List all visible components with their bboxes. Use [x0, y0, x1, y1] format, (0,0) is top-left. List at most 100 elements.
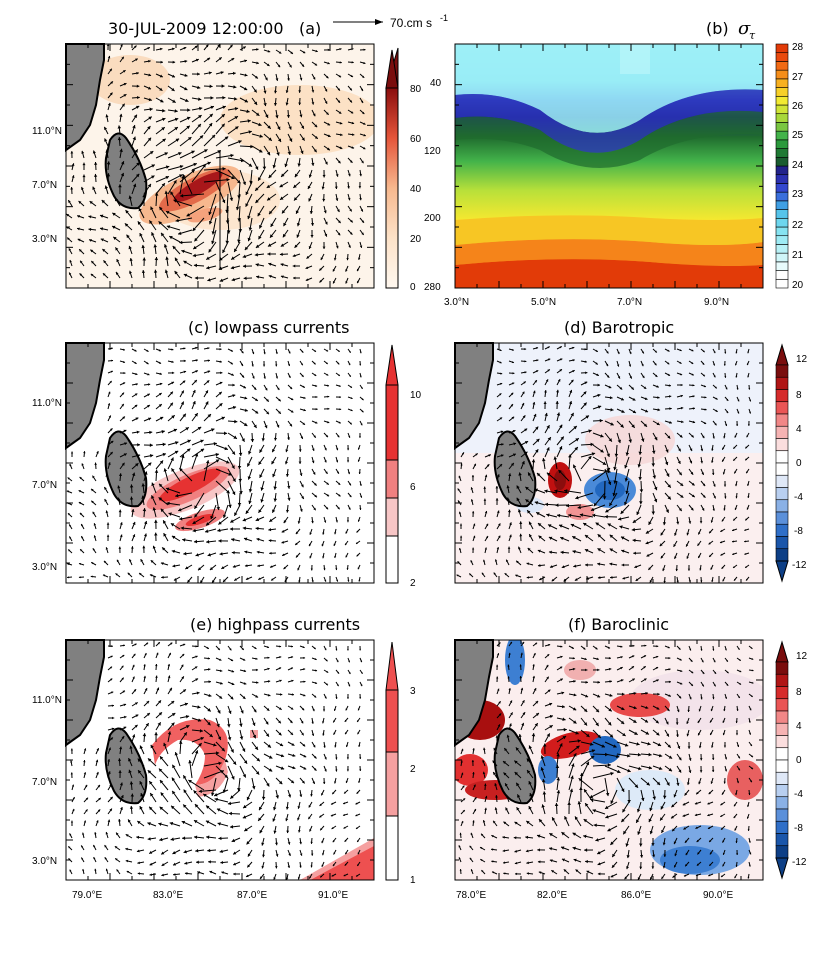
current-vector-head: [185, 714, 190, 719]
current-vector-head: [534, 380, 537, 383]
current-vector-head: [360, 495, 363, 498]
current-vector-head: [290, 707, 294, 710]
current-vector-head: [726, 398, 729, 401]
current-vector-head: [521, 461, 525, 465]
current-vector-head: [242, 748, 246, 752]
current-vector-head: [485, 535, 489, 539]
current-vector-head: [597, 534, 602, 538]
current-vector-head: [135, 417, 139, 421]
current-vector-head: [159, 74, 163, 78]
current-vector-head: [460, 463, 463, 466]
current-vector-head: [104, 486, 107, 490]
current-vector-head: [505, 807, 509, 811]
panel-b-xtick: 3.0°N: [444, 297, 469, 308]
current-vector-head: [514, 760, 518, 764]
current-vector-head: [129, 781, 134, 785]
current-vector-head: [94, 462, 97, 465]
current-vector-head: [267, 125, 271, 129]
current-vector-head: [662, 568, 665, 572]
current-vector-head: [592, 809, 596, 813]
current-vector-head: [127, 572, 131, 576]
current-vector-head: [287, 363, 291, 366]
axis-ticks: [454, 342, 764, 584]
current-vector-head: [283, 222, 287, 227]
current-vector-head: [691, 482, 695, 486]
panel-e-india-coast: [65, 639, 105, 747]
current-vector-head: [720, 541, 723, 544]
current-vector-head: [620, 510, 624, 514]
current-vector-head: [327, 61, 330, 65]
current-vector-head: [160, 562, 164, 566]
current-vector-head: [313, 768, 317, 771]
current-vector-head: [564, 489, 568, 493]
current-vector-head: [643, 678, 647, 681]
current-vector-head: [222, 95, 226, 100]
current-vector-head: [724, 696, 727, 699]
current-vector-head: [679, 361, 682, 364]
current-vector-head: [556, 790, 561, 794]
current-vector-head: [288, 375, 291, 378]
current-vector-head: [82, 174, 86, 178]
current-vector-head: [158, 497, 163, 501]
current-vector-head: [198, 115, 202, 119]
current-vector-head: [291, 743, 295, 746]
current-vector-head: [103, 260, 107, 264]
current-vector-head: [584, 381, 588, 385]
current-vector-head: [195, 553, 199, 557]
current-vector-head: [148, 59, 151, 63]
current-vector-head: [689, 648, 692, 651]
current-vector-head: [583, 647, 586, 650]
current-vector-head: [302, 50, 306, 54]
current-vector-head: [147, 404, 150, 408]
current-vector-head: [165, 256, 169, 260]
current-vector-head: [143, 675, 147, 679]
current-vector-head: [597, 393, 601, 397]
current-vector-head: [255, 526, 259, 531]
colorbar-b-segment: [775, 61, 789, 71]
current-vector-head: [107, 759, 111, 762]
current-vector-head: [562, 717, 566, 721]
current-vector-head: [713, 484, 716, 487]
current-vector-head: [335, 648, 338, 651]
current-vector-head: [78, 201, 82, 204]
current-vector-head: [136, 849, 140, 853]
current-vector-head: [221, 199, 226, 204]
colorbar-b-segment: [775, 270, 789, 280]
current-vector-head: [286, 877, 289, 880]
current-vector-head: [254, 646, 257, 649]
current-vector-head: [254, 746, 259, 750]
current-vector-head: [548, 358, 551, 361]
current-vector-head: [197, 705, 201, 709]
current-vector-head: [183, 46, 187, 50]
current-vector-head: [117, 136, 122, 141]
current-vector-head: [597, 383, 601, 387]
current-vector-head: [297, 568, 300, 571]
current-vector-head: [692, 420, 696, 424]
current-vector-head: [654, 486, 658, 491]
current-vector-head: [314, 483, 317, 486]
current-vector-head: [106, 173, 111, 177]
current-vector-head: [573, 425, 577, 430]
current-vector-head: [690, 683, 693, 686]
current-vector-head: [110, 440, 114, 444]
current-vector-head: [313, 435, 316, 438]
current-vector-head: [343, 826, 346, 829]
current-vector-head: [139, 573, 142, 576]
panel-b-ytick: 120: [424, 146, 441, 157]
current-vector-head: [470, 832, 473, 835]
current-vector-head: [359, 363, 362, 366]
current-vector-head: [297, 163, 301, 167]
current-vector-head: [726, 411, 729, 414]
panel-f-sri-lanka: [493, 727, 537, 805]
current-vector-head: [701, 684, 704, 687]
current-vector-head: [267, 243, 272, 247]
current-vector-head: [198, 789, 202, 794]
current-vector-head: [513, 442, 517, 446]
current-vector-head: [458, 500, 460, 503]
current-vector-head: [149, 873, 152, 876]
current-vector-head: [575, 438, 579, 442]
current-vector-head: [143, 533, 147, 537]
current-vector: [191, 161, 211, 171]
current-vector-head: [584, 360, 587, 363]
current-vector-head: [121, 56, 124, 60]
